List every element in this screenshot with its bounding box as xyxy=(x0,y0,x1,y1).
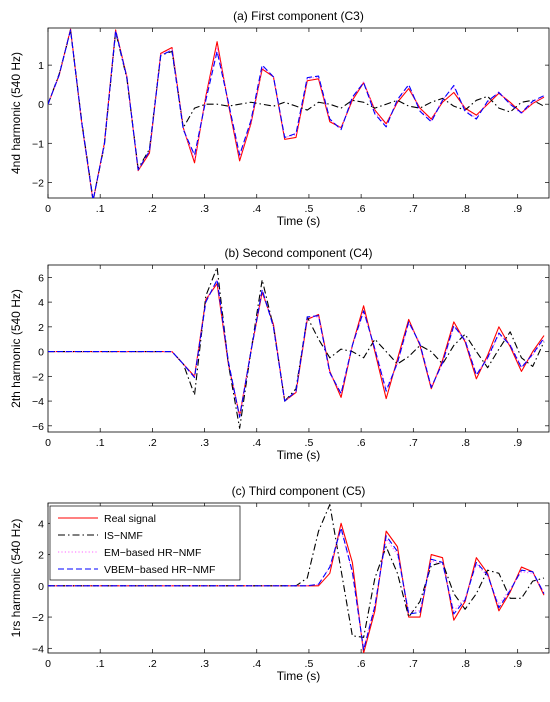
x-tick-label: .8 xyxy=(461,658,470,670)
chart-title: (b) Second component (C4) xyxy=(224,246,372,260)
x-tick-label: .4 xyxy=(252,203,261,215)
y-tick-label: −4 xyxy=(32,396,44,408)
chart-panel-1: (a) First component (C3) 0 .1 .2 .3 .4 .5 .6 .7.… xyxy=(9,9,550,228)
y-tick-label: −4 xyxy=(32,643,44,655)
y-tick-label: 2 xyxy=(38,322,44,334)
x-axis-label: Time (s) xyxy=(277,669,321,683)
y-tick-label: 0 xyxy=(38,581,44,593)
y-axis-label: 1rs harmonic (540 Hz) xyxy=(9,519,23,638)
chart-panel-3: (c) Third component (C5) 0 .1 .2 .3 .4 .5 .6 .7.… xyxy=(9,484,550,683)
y-tick-label: 2 xyxy=(38,550,44,562)
x-tick-label: .3 xyxy=(200,658,209,670)
legend-label-2: IS−NMF xyxy=(104,530,143,542)
y-tick-label: −2 xyxy=(32,371,44,383)
series-group xyxy=(48,28,545,198)
y-tick-label: 1 xyxy=(38,60,44,72)
y-tick-label: −1 xyxy=(32,138,44,150)
y-tick-label: 0 xyxy=(38,99,44,111)
x-tick-label: .6 xyxy=(357,203,366,215)
x-tick-label: .1 xyxy=(96,437,105,449)
legend-label-3: EM−based HR−NMF xyxy=(104,547,201,559)
series-line-4 xyxy=(48,527,545,651)
x-tick-label: .7 xyxy=(409,658,418,670)
x-tick-label: .3 xyxy=(200,437,209,449)
x-tick-label: .1 xyxy=(96,203,105,215)
y-tick-label: 0 xyxy=(38,347,44,359)
y-tick-label: −6 xyxy=(32,421,44,433)
x-tick-label: .2 xyxy=(148,437,157,449)
series-line-4 xyxy=(48,279,545,418)
x-tick-label: .8 xyxy=(461,203,470,215)
chart-title: (a) First component (C3) xyxy=(233,9,364,23)
x-tick-label: 0 xyxy=(45,437,51,449)
legend: Real signal IS−NMF EM−based HR−NMF VBEM−bas… xyxy=(49,505,241,581)
y-tick-label: 4 xyxy=(38,297,44,309)
x-tick-label: .1 xyxy=(96,658,105,670)
series-line-4 xyxy=(48,29,545,198)
legend-label-4: VBEM−based HR−NMF xyxy=(104,564,215,576)
x-tick-label: .2 xyxy=(148,203,157,215)
y-tick-label: −2 xyxy=(32,177,44,189)
plot-frame xyxy=(47,264,550,433)
x-tick-label: .9 xyxy=(513,437,522,449)
x-tick-label: .5 xyxy=(305,658,314,670)
y-axis-label: 2th harmonic (540 Hz) xyxy=(9,289,23,408)
chart-panel-2: (b) Second component (C4) 0 .1 .2 .3 .4 .5 .6 .7… xyxy=(9,246,550,462)
x-tick-label: .6 xyxy=(357,658,366,670)
x-tick-label: .2 xyxy=(148,658,157,670)
x-tick-label: .6 xyxy=(357,437,366,449)
legend-label-1: Real signal xyxy=(104,513,156,525)
x-tick-label: .4 xyxy=(252,437,261,449)
x-tick-label: .3 xyxy=(200,203,209,215)
x-tick-label: 0 xyxy=(45,658,51,670)
x-tick-label: .5 xyxy=(305,437,314,449)
x-axis-label: Time (s) xyxy=(277,448,321,462)
y-tick-label: 4 xyxy=(38,518,44,530)
series-group xyxy=(48,504,545,653)
x-tick-label: .4 xyxy=(252,658,261,670)
y-axis-label: 4nd harmonic (540 Hz) xyxy=(9,52,23,174)
x-tick-label: .9 xyxy=(513,658,522,670)
x-tick-label: 0 xyxy=(45,203,51,215)
x-axis-label: Time (s) xyxy=(277,214,321,228)
y-tick-label: 6 xyxy=(38,272,44,284)
x-tick-label: .7 xyxy=(409,203,418,215)
chart-title: (c) Third component (C5) xyxy=(232,484,366,498)
y-tick-label: −2 xyxy=(32,612,44,624)
x-tick-label: .9 xyxy=(513,203,522,215)
x-tick-label: .5 xyxy=(305,203,314,215)
x-tick-label: .7 xyxy=(409,437,418,449)
series-group xyxy=(48,266,545,429)
x-tick-label: .8 xyxy=(461,437,470,449)
